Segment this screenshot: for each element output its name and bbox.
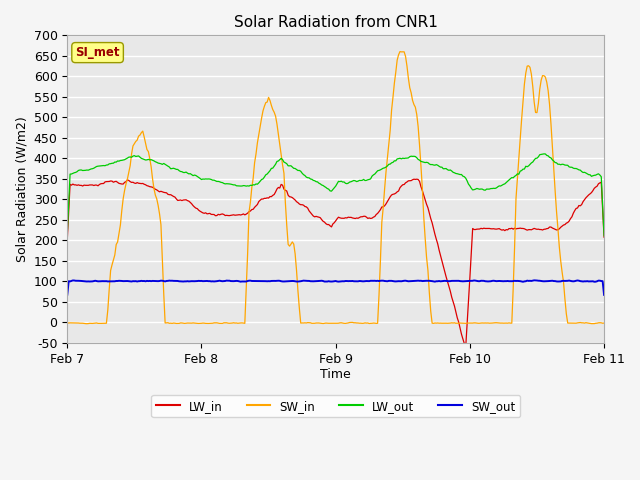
SW_out	[63, 292, 71, 298]
SW_in	[83, 321, 91, 326]
SW_in	[600, 320, 608, 326]
Y-axis label: Solar Radiation (W/m2): Solar Radiation (W/m2)	[15, 116, 28, 262]
SW_out	[600, 292, 608, 298]
LW_in	[76, 182, 84, 188]
LW_in	[284, 192, 292, 198]
SW_in	[422, 254, 430, 260]
LW_out	[348, 179, 355, 185]
Line: SW_out: SW_out	[67, 280, 604, 295]
SW_in	[113, 241, 120, 247]
SW_in	[285, 243, 293, 249]
X-axis label: Time: Time	[320, 368, 351, 381]
SW_out	[348, 278, 355, 284]
LW_in	[348, 215, 355, 220]
SW_out	[436, 278, 444, 284]
SW_out	[111, 278, 118, 284]
SW_out	[284, 278, 292, 284]
LW_out	[436, 164, 444, 170]
Title: Solar Radiation from CNR1: Solar Radiation from CNR1	[234, 15, 438, 30]
SW_out	[420, 278, 428, 284]
LW_out	[284, 163, 292, 168]
LW_in	[111, 179, 118, 184]
SW_out	[531, 277, 538, 283]
LW_in	[600, 234, 608, 240]
Line: SW_in: SW_in	[67, 51, 604, 324]
LW_out	[420, 159, 428, 165]
Line: LW_out: LW_out	[67, 154, 604, 236]
Line: LW_in: LW_in	[67, 179, 604, 348]
LW_in	[462, 345, 470, 351]
Legend: LW_in, SW_in, LW_out, SW_out: LW_in, SW_in, LW_out, SW_out	[152, 395, 520, 417]
SW_in	[76, 320, 84, 326]
LW_in	[421, 197, 429, 203]
SW_out	[76, 278, 84, 284]
LW_out	[76, 167, 84, 173]
LW_out	[111, 159, 118, 165]
LW_in	[63, 237, 71, 242]
LW_out	[540, 151, 548, 157]
SW_in	[349, 320, 356, 325]
SW_in	[63, 320, 71, 326]
Text: SI_met: SI_met	[76, 46, 120, 59]
LW_out	[63, 231, 71, 237]
LW_in	[413, 176, 420, 182]
SW_in	[440, 320, 447, 326]
LW_in	[438, 258, 445, 264]
SW_in	[396, 48, 404, 54]
LW_out	[600, 233, 608, 239]
